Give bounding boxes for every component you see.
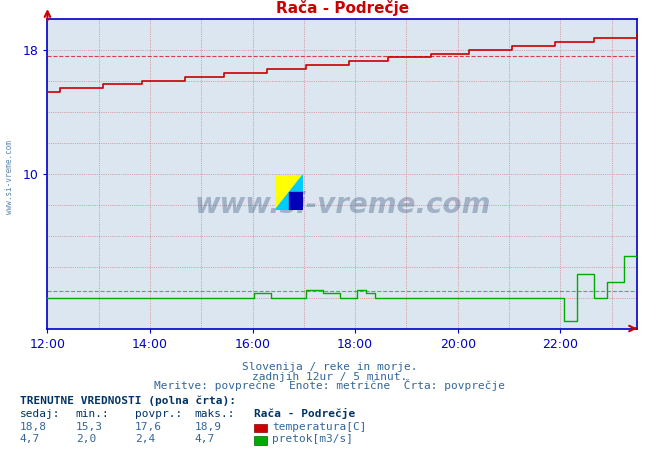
Text: temperatura[C]: temperatura[C] — [272, 422, 366, 432]
Polygon shape — [275, 175, 303, 210]
Text: maks.:: maks.: — [194, 409, 235, 419]
Text: 18,8: 18,8 — [20, 422, 47, 432]
Polygon shape — [275, 175, 303, 210]
Text: 15,3: 15,3 — [76, 422, 103, 432]
Text: www.si-vreme.com: www.si-vreme.com — [194, 191, 490, 219]
Text: pretok[m3/s]: pretok[m3/s] — [272, 434, 353, 444]
Text: 2,4: 2,4 — [135, 434, 156, 444]
Text: 17,6: 17,6 — [135, 422, 162, 432]
Text: 2,0: 2,0 — [76, 434, 96, 444]
Polygon shape — [289, 192, 303, 210]
Text: 4,7: 4,7 — [20, 434, 40, 444]
Text: Meritve: povprečne  Enote: metrične  Črta: povprečje: Meritve: povprečne Enote: metrične Črta:… — [154, 379, 505, 391]
Text: www.si-vreme.com: www.si-vreme.com — [5, 140, 14, 214]
Title: Rača - Podrečje: Rača - Podrečje — [275, 0, 409, 16]
Text: sedaj:: sedaj: — [20, 409, 60, 419]
Text: TRENUTNE VREDNOSTI (polna črta):: TRENUTNE VREDNOSTI (polna črta): — [20, 396, 236, 406]
Text: 4,7: 4,7 — [194, 434, 215, 444]
Text: zadnjih 12ur / 5 minut.: zadnjih 12ur / 5 minut. — [252, 372, 407, 382]
Text: povpr.:: povpr.: — [135, 409, 183, 419]
Text: min.:: min.: — [76, 409, 109, 419]
Text: Slovenija / reke in morje.: Slovenija / reke in morje. — [242, 363, 417, 372]
Text: Rača - Podrečje: Rača - Podrečje — [254, 408, 355, 419]
Text: 18,9: 18,9 — [194, 422, 221, 432]
